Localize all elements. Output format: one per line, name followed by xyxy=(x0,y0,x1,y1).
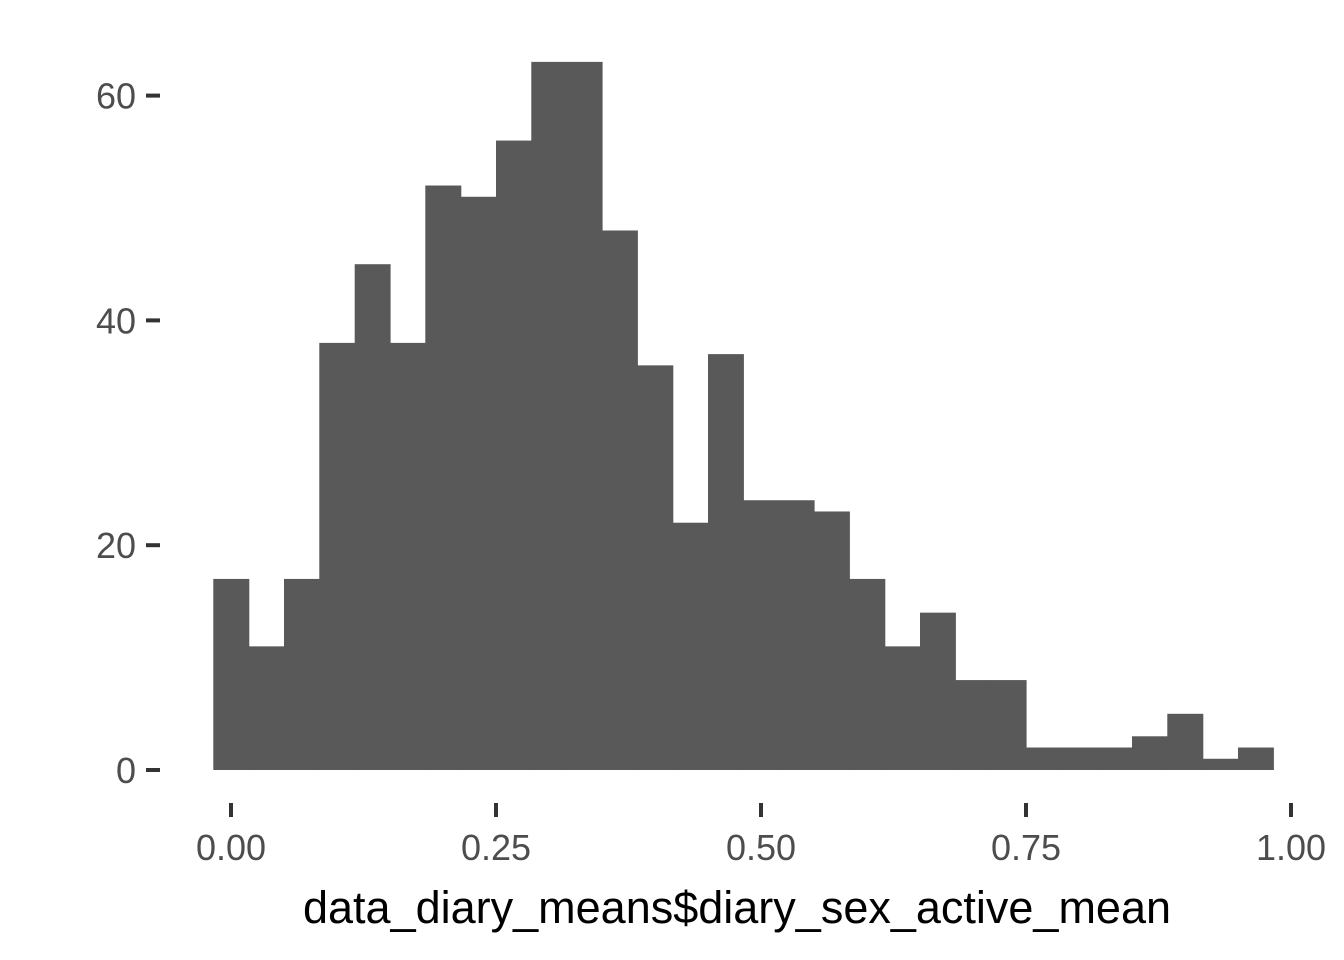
x-axis-title: data_diary_means$diary_sex_active_mean xyxy=(303,882,1171,933)
histogram-bar-2 xyxy=(284,578,320,770)
histogram-bar-9 xyxy=(531,61,568,770)
histogram-bar-14 xyxy=(708,354,744,770)
histogram-bar-18 xyxy=(849,578,886,770)
histogram-bar-26 xyxy=(1132,736,1168,770)
x-axis: 0.00 0.25 0.50 0.75 1.00 xyxy=(196,803,1326,868)
y-axis: 0 20 40 60 xyxy=(96,76,160,791)
histogram-bar-10 xyxy=(566,61,603,770)
x-tick-label-4: 1.00 xyxy=(1256,827,1326,868)
histogram-bar-11 xyxy=(602,230,638,771)
histogram-bar-13 xyxy=(672,522,709,770)
histogram-bar-24 xyxy=(1061,747,1098,770)
histogram-bar-17 xyxy=(814,511,850,770)
histogram-bar-0 xyxy=(213,578,250,770)
histogram-bar-6 xyxy=(425,185,462,770)
histogram-bar-8 xyxy=(496,140,532,770)
histogram-bar-29 xyxy=(1238,747,1274,770)
histogram-bar-28 xyxy=(1202,758,1239,770)
histogram-bar-12 xyxy=(637,365,674,770)
x-tick-label-2: 0.50 xyxy=(726,827,796,868)
x-tick-label-1: 0.25 xyxy=(461,827,531,868)
histogram-bar-27 xyxy=(1167,713,1204,770)
histogram-bar-25 xyxy=(1096,747,1133,770)
histogram-bar-19 xyxy=(884,646,921,770)
histogram-bar-1 xyxy=(248,646,285,770)
histogram-bar-23 xyxy=(1026,747,1062,770)
x-tick-label-0: 0.00 xyxy=(196,827,266,868)
histogram-bar-21 xyxy=(955,680,992,770)
y-tick-label-0: 0 xyxy=(116,750,136,791)
x-tick-label-3: 0.75 xyxy=(991,827,1061,868)
histogram-bar-3 xyxy=(319,342,356,770)
histogram-bar-15 xyxy=(743,500,780,770)
histogram-bar-16 xyxy=(778,500,815,770)
y-tick-label-3: 60 xyxy=(96,76,136,117)
y-tick-label-2: 40 xyxy=(96,300,136,341)
y-tick-label-1: 20 xyxy=(96,525,136,566)
histogram-bar-20 xyxy=(920,612,956,770)
histogram-bar-22 xyxy=(990,680,1027,770)
histogram-bar-5 xyxy=(390,342,426,770)
histogram-bar-7 xyxy=(460,196,497,770)
histogram-bars xyxy=(213,61,1274,771)
histogram-bar-4 xyxy=(354,264,391,770)
